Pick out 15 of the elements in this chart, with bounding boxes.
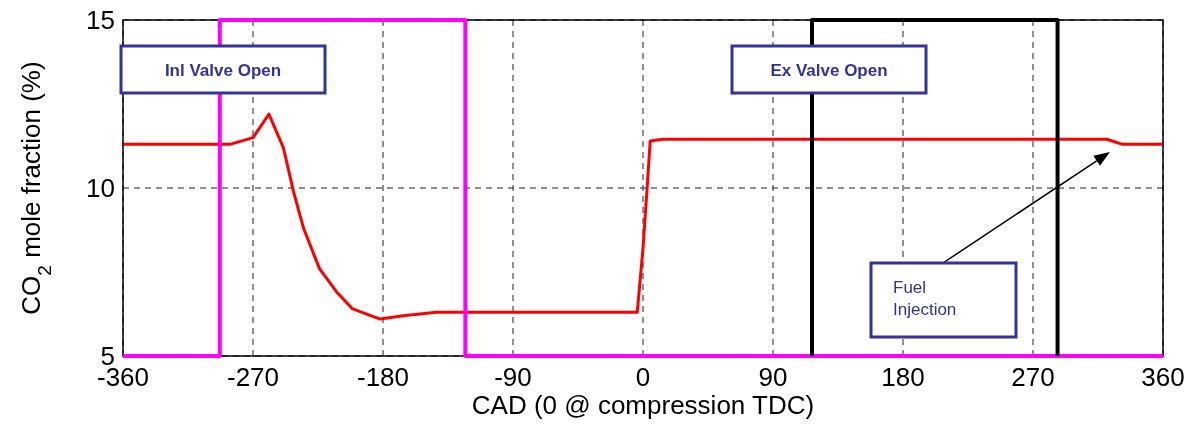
- x-tick-label: -180: [356, 362, 410, 392]
- x-axis-title: CAD (0 @ compression TDC): [471, 390, 815, 420]
- annotation: Inl Valve Open: [164, 60, 282, 80]
- annotation: Ex Valve Open: [770, 60, 888, 80]
- x-tick-label: -270: [226, 362, 280, 392]
- x-tick-label: 270: [1011, 362, 1055, 392]
- line-series: [121, 112, 1165, 321]
- x-tick-label: 0: [635, 362, 651, 392]
- x-tick-label: 90: [758, 362, 788, 392]
- x-tick-label: 180: [881, 362, 925, 392]
- annotation: Fuel Injection: [893, 278, 957, 319]
- x-tick-label: -90: [494, 362, 532, 392]
- y-tick-label: 10: [86, 173, 115, 203]
- x-tick-label: 360: [1141, 362, 1185, 392]
- y-tick-label: 15: [86, 5, 115, 35]
